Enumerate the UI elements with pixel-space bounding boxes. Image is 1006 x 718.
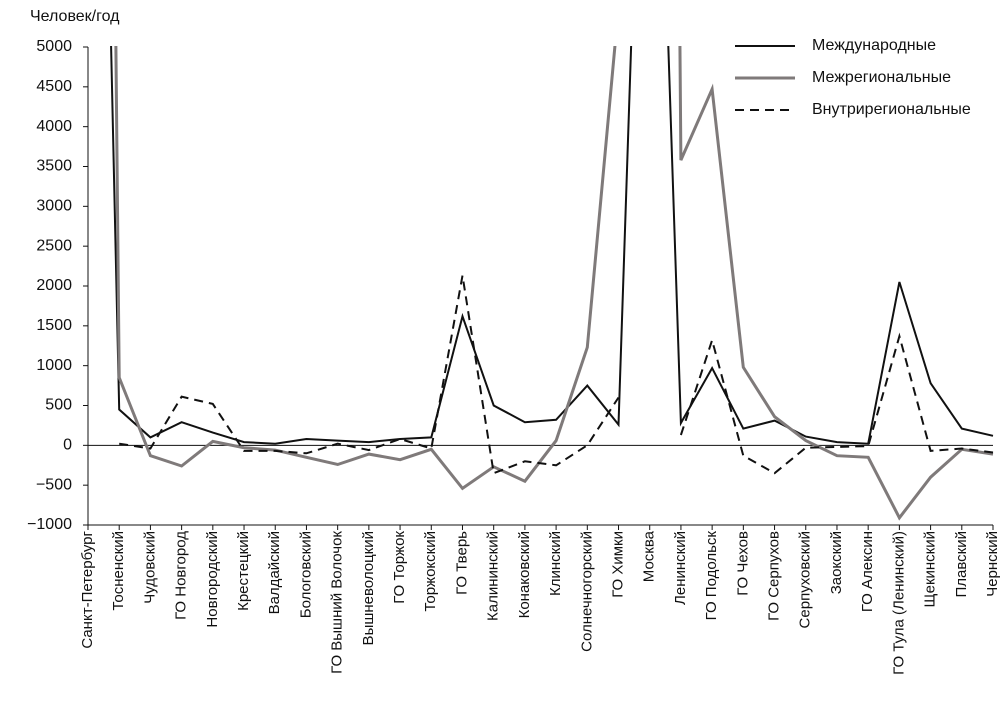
series-line	[114, 46, 994, 521]
y-tick-label: 2500	[36, 237, 72, 254]
x-tick-label: Бологовский	[297, 531, 314, 618]
x-tick-label: Конаковский	[516, 531, 533, 618]
y-tick-label: 1500	[36, 317, 72, 334]
x-tick-label: ГО Химки	[609, 531, 626, 598]
x-tick-label: Калининский	[485, 531, 502, 621]
x-tick-label: Санкт-Петербург	[79, 530, 96, 648]
y-axis-label: Человек/год	[30, 8, 120, 25]
x-tick-label: ГО Торжок	[391, 531, 408, 604]
x-tick-label: Новгородский	[204, 531, 221, 628]
y-tick-label: 500	[45, 397, 72, 414]
x-tick-label: ГО Вышний Волочок	[329, 531, 346, 674]
x-tick-label: Валдайский	[266, 531, 283, 614]
y-tick-label: 3000	[36, 198, 72, 215]
y-tick-label: −500	[36, 476, 72, 493]
legend-label: Международные	[812, 37, 936, 54]
x-tick-label: ГО Новгород	[173, 531, 190, 620]
x-tick-label: Чудовский	[141, 531, 158, 604]
x-tick-label: Клинский	[547, 531, 564, 596]
x-tick-label: Плавский	[953, 531, 970, 598]
x-tick-label: Тосненский	[110, 531, 127, 611]
x-tick-label: ГО Серпухов	[766, 531, 783, 621]
x-tick-label: Заокский	[828, 531, 845, 594]
x-tick-label: Ленинский	[672, 531, 689, 605]
y-tick-label: 3500	[36, 158, 72, 175]
series-line	[110, 46, 994, 445]
x-tick-label: ГО Тула (Ленинский)	[890, 531, 907, 675]
x-tick-label: Москва	[641, 530, 658, 582]
y-tick-label: 2000	[36, 277, 72, 294]
x-tick-label: ГО Подольск	[703, 531, 720, 621]
x-tick-label: Солнечногорский	[578, 531, 595, 652]
y-tick-label: −1000	[27, 516, 72, 533]
y-tick-label: 4500	[36, 78, 72, 95]
series-line	[119, 275, 994, 475]
y-tick-label: 0	[63, 437, 72, 454]
x-tick-label: Чернский	[984, 531, 1001, 597]
y-tick-label: 4000	[36, 118, 72, 135]
plot-area	[110, 46, 994, 521]
x-tick-label: Серпуховский	[797, 531, 814, 628]
x-tick-label: ГО Чехов	[734, 531, 751, 596]
y-tick-label: 5000	[36, 38, 72, 55]
x-tick-label: Щекинский	[922, 531, 939, 607]
x-tick-label: ГО Тверь	[453, 531, 470, 595]
legend-label: Внутрирегиональные	[812, 101, 971, 118]
x-tick-label: Торжокский	[422, 531, 439, 612]
x-tick-label: Вышневолоцкий	[360, 531, 377, 645]
legend-label: Межрегиональные	[812, 69, 951, 86]
y-tick-label: 1000	[36, 357, 72, 374]
x-tick-label: Крестецкий	[235, 531, 252, 611]
x-tick-label: ГО Алексин	[859, 531, 876, 612]
